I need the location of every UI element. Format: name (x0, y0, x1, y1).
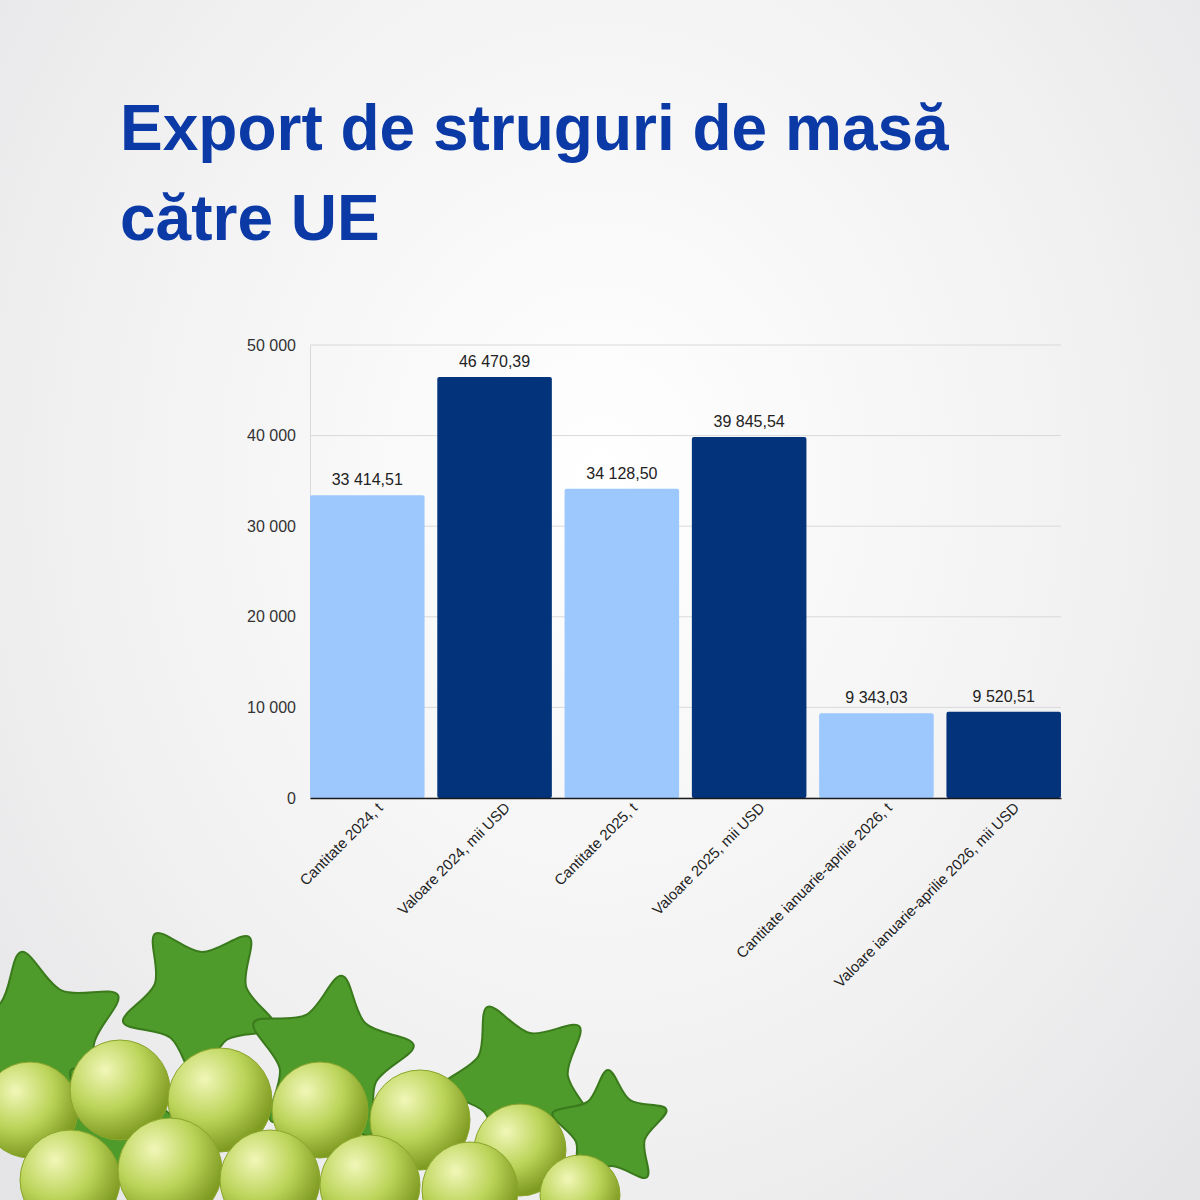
x-tick: Cantitate 2024, t (296, 798, 386, 889)
bars (310, 377, 1061, 798)
data-label: 33 414,51 (332, 471, 403, 488)
grid (310, 345, 1061, 798)
bar (565, 489, 680, 798)
grid-line (310, 345, 1061, 346)
y-tick: 50 000 (247, 337, 310, 354)
y-tick-label: 50 000 (247, 337, 296, 354)
y-tick-label: 30 000 (247, 518, 296, 535)
chart: Export de struguri de masă către UE 0 10 00… (0, 0, 1200, 1200)
data-label: 9 343,03 (845, 689, 907, 706)
bar (437, 377, 552, 798)
grapes-decoration (0, 906, 686, 1200)
x-tick-label: Valoare 2025, mii USD (649, 799, 768, 918)
data-label: 39 845,54 (714, 413, 785, 430)
grape (118, 1118, 222, 1200)
x-tick-label: Cantitate 2025, t (551, 798, 641, 888)
x-tick: Valoare ianuarie-aprilie 2026, mii USD (831, 798, 1023, 991)
data-label: 9 520,51 (973, 688, 1035, 705)
x-tick-label: Valoare 2024, mii USD (394, 799, 513, 918)
title-line: Export de struguri de masă (120, 92, 949, 164)
bar (310, 495, 425, 798)
x-tick: Cantitate 2025, t (551, 798, 641, 889)
grid-line (310, 435, 1061, 436)
data-label: 34 128,50 (586, 465, 657, 482)
y-tick-label: 20 000 (247, 608, 296, 625)
y-tick: 20 000 (247, 608, 310, 625)
y-tick: 40 000 (247, 427, 310, 444)
bar (819, 713, 934, 798)
y-tick: 0 (287, 790, 310, 807)
title: Export de struguri de masă către UE (120, 92, 949, 254)
x-axis-line (311, 798, 1062, 800)
x-tick: Valoare 2024, mii USD (394, 798, 513, 918)
bar (946, 712, 1061, 798)
x-tick: Valoare 2025, mii USD (649, 798, 768, 918)
data-label: 46 470,39 (459, 353, 530, 370)
x-tick-label: Valoare ianuarie-aprilie 2026, mii USD (831, 799, 1023, 991)
y-tick: 10 000 (247, 699, 310, 716)
grape (220, 1130, 320, 1200)
title-line: către UE (120, 182, 380, 254)
y-axis: 0 10 000 20 000 30 000 40 000 50 000 (247, 337, 310, 807)
grape (320, 1135, 420, 1200)
y-tick-label: 10 000 (247, 699, 296, 716)
x-tick-label: Cantitate 2024, t (296, 798, 386, 888)
grape (20, 1130, 120, 1200)
grape (422, 1142, 518, 1200)
y-tick-label: 40 000 (247, 427, 296, 444)
y-tick: 30 000 (247, 518, 310, 535)
x-axis: Cantitate 2024, tValoare 2024, mii USD Ca… (296, 798, 1062, 991)
bar (692, 437, 807, 798)
y-tick-label: 0 (287, 790, 296, 807)
data-labels: 33 414,51 46 470,39 34 128,50 39 845,54 9 34… (332, 353, 1035, 706)
grape (540, 1155, 620, 1200)
